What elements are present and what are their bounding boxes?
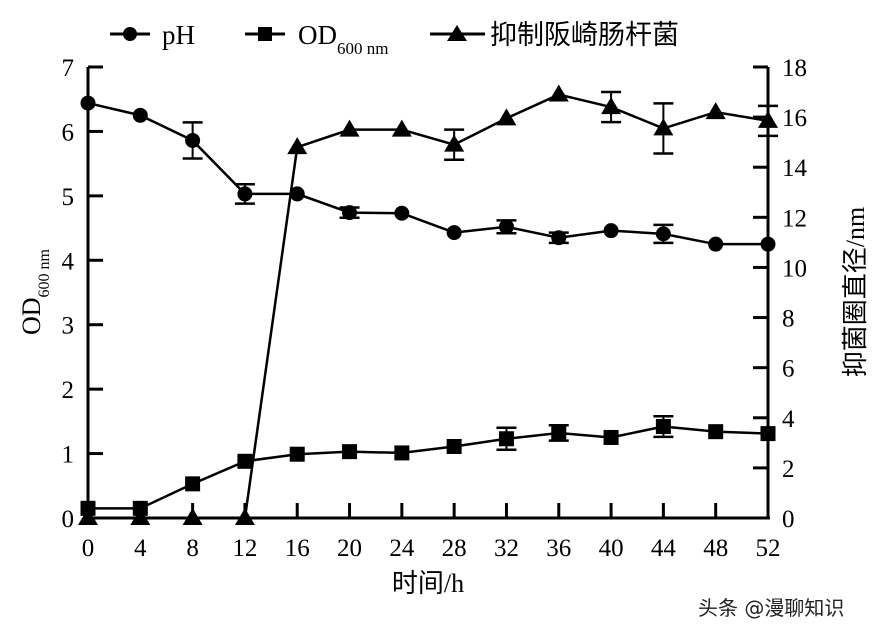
left-tick-label: 2 — [62, 377, 75, 404]
data-point — [498, 219, 514, 235]
left-tick-label: 4 — [62, 248, 75, 275]
data-point — [708, 424, 724, 440]
right-tick-label: 6 — [782, 356, 795, 383]
data-point — [342, 444, 358, 460]
left-tick-label: 1 — [62, 442, 75, 469]
data-point — [132, 107, 148, 123]
data-point — [603, 429, 619, 445]
x-tick-label: 40 — [599, 535, 624, 562]
legend-item-inhibition: 抑制阪崎肠杆菌 — [430, 20, 679, 50]
plot-area — [78, 84, 778, 525]
x-tick-label: 0 — [82, 535, 95, 562]
right-tick-label: 8 — [782, 306, 795, 333]
x-tick-label: 36 — [546, 535, 571, 562]
data-point — [603, 223, 619, 239]
data-point — [446, 225, 462, 241]
data-point — [705, 102, 726, 120]
legend-item-od: OD600 nm — [245, 20, 388, 58]
data-point — [758, 110, 778, 128]
data-point — [601, 97, 622, 115]
data-point — [496, 108, 517, 126]
x-tick-label: 4 — [134, 535, 147, 562]
data-point — [551, 425, 567, 441]
legend-label-od: OD — [298, 20, 337, 50]
data-point — [130, 508, 151, 525]
right-tick-label: 0 — [782, 506, 795, 533]
data-point — [342, 205, 358, 221]
right-y-ticks: 0 2 4 6 8 10 12 14 16 18 — [753, 55, 808, 533]
x-tick-label: 24 — [389, 535, 415, 562]
legend-label-od-sub: 600 nm — [337, 39, 388, 58]
data-point — [394, 205, 410, 221]
data-point — [185, 476, 201, 492]
x-axis-title: 时间/h — [392, 569, 464, 598]
data-point — [289, 186, 305, 202]
data-point — [80, 95, 96, 111]
left-y-axis-title: OD600 nm — [17, 248, 53, 335]
left-tick-label: 7 — [62, 55, 75, 82]
data-point — [289, 446, 305, 462]
x-tick-label: 8 — [186, 535, 199, 562]
data-point — [339, 119, 360, 137]
x-ticks: 0 4 8 12 16 20 24 28 32 36 40 44 48 52 — [82, 503, 781, 562]
data-point — [498, 431, 514, 447]
left-tick-label: 5 — [62, 184, 75, 211]
legend-label-inhibition: 抑制阪崎肠杆菌 — [490, 20, 679, 50]
data-point — [78, 508, 98, 525]
data-point — [287, 137, 308, 155]
watermark: 头条 @漫聊知识 — [698, 596, 845, 620]
x-tick-label: 48 — [703, 535, 728, 562]
left-tick-label: 0 — [62, 506, 75, 533]
left-tick-label: 6 — [62, 119, 75, 146]
data-point — [391, 119, 412, 137]
x-tick-label: 32 — [494, 535, 519, 562]
data-point — [708, 236, 724, 252]
data-point — [760, 236, 776, 252]
right-tick-label: 16 — [782, 105, 807, 132]
right-tick-label: 18 — [782, 55, 807, 82]
right-tick-label: 2 — [782, 456, 795, 483]
right-tick-label: 12 — [782, 205, 807, 232]
x-tick-label: 12 — [232, 535, 257, 562]
left-y-ticks: 0 1 2 3 4 5 6 7 — [62, 55, 103, 533]
legend-item-ph: pH — [110, 20, 195, 50]
x-tick-label: 28 — [442, 535, 467, 562]
right-tick-label: 14 — [782, 155, 808, 182]
data-point — [237, 186, 253, 202]
data-point — [237, 453, 253, 469]
x-tick-label: 44 — [651, 535, 677, 562]
legend: pH OD600 nm 抑制阪崎肠杆菌 — [110, 20, 679, 58]
data-point — [551, 230, 567, 246]
data-point — [182, 508, 203, 525]
triangle-marker-icon — [447, 25, 467, 41]
right-tick-label: 4 — [782, 406, 795, 433]
data-point — [653, 118, 674, 136]
data-point — [548, 84, 569, 102]
x-tick-label: 20 — [337, 535, 362, 562]
x-tick-label: 16 — [285, 535, 310, 562]
series-square — [80, 414, 776, 516]
legend-label-ph: pH — [162, 20, 195, 50]
right-tick-label: 10 — [782, 255, 807, 282]
data-point — [655, 419, 671, 435]
data-point — [446, 438, 462, 454]
data-point — [444, 134, 465, 152]
x-tick-label: 52 — [756, 535, 781, 562]
right-y-axis-title: 抑菌圈直径/nm — [841, 207, 870, 377]
data-point — [185, 132, 201, 148]
data-point — [234, 508, 255, 525]
data-point — [655, 226, 671, 242]
svg-text:抑菌圈直径/nm: 抑菌圈直径/nm — [841, 207, 870, 377]
data-point — [760, 426, 776, 442]
svg-text:OD600 nm: OD600 nm — [298, 20, 388, 58]
square-marker-icon — [258, 27, 272, 41]
data-point — [394, 445, 410, 461]
left-tick-label: 3 — [62, 313, 75, 340]
svg-text:OD600 nm: OD600 nm — [17, 248, 53, 335]
circle-marker-icon — [123, 27, 137, 41]
series-triangle — [78, 84, 778, 525]
series-circle — [80, 95, 776, 252]
